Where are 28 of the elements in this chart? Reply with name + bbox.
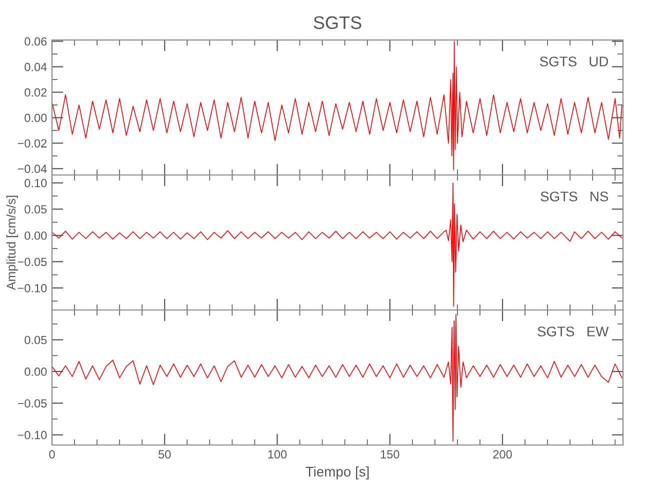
x-tick-label: 150	[380, 450, 400, 459]
y-tick-label: 0.00	[24, 368, 47, 376]
y-tick-label: −0.05	[18, 258, 47, 266]
x-tick-label: 0	[49, 450, 55, 459]
annotation: SGTS UD	[540, 56, 608, 66]
y-tick-label: 0.02	[24, 88, 47, 97]
annotation: SGTS EW	[538, 326, 609, 336]
x-tick-label: 50	[158, 450, 171, 459]
x-tick-label: 200	[493, 450, 512, 459]
x-axis-title: Tiempo [s]	[306, 466, 369, 480]
y-tick-label: 0.00	[24, 114, 47, 122]
chart-title: SGTS	[314, 16, 362, 30]
y-tick-label: −0.10	[18, 284, 47, 292]
y-tick-label: 0.05	[24, 205, 47, 214]
y-tick-label: 0.00	[24, 231, 47, 240]
y-tick-label: 0.04	[24, 62, 47, 72]
y-tick-label: −0.02	[18, 139, 47, 148]
line-series	[52, 314, 622, 442]
x-tick-label: 100	[268, 450, 287, 459]
y-tick-label: −0.05	[18, 399, 47, 408]
y-tick-label: −0.04	[18, 164, 47, 174]
y-tick-label: 0.05	[24, 336, 47, 344]
y-tick-label: 0.06	[24, 37, 47, 46]
y-tick-label: −0.10	[18, 430, 47, 440]
line-series	[52, 182, 622, 307]
y-axis-title: Amplitud [cm/s/s]	[6, 196, 18, 290]
annotation: SGTS NS	[540, 192, 608, 202]
y-tick-label: 0.10	[24, 178, 47, 188]
